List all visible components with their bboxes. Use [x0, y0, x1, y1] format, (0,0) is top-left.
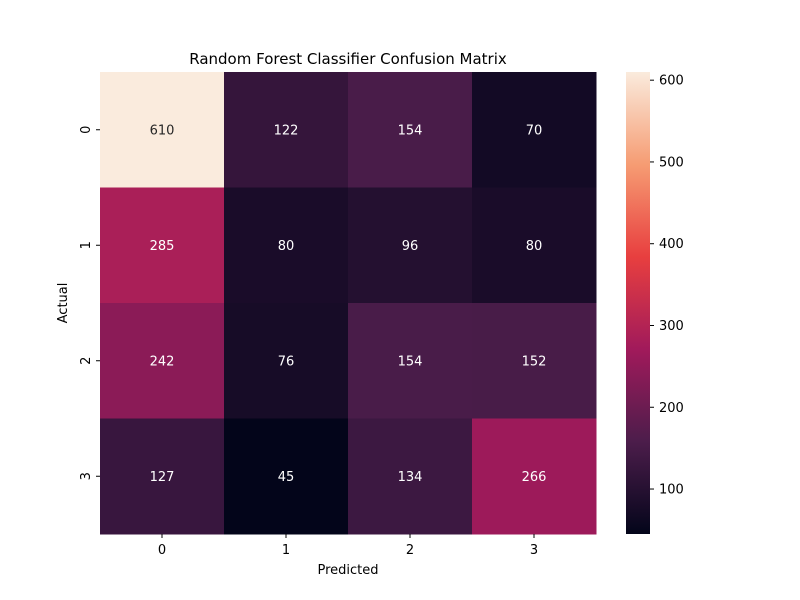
cell-value-r1-c0: 285	[150, 239, 175, 254]
heatmap-cell-r1-c2	[348, 187, 473, 304]
cell-value-r2-c3: 152	[522, 354, 547, 369]
heatmap-cell-r3-c0	[100, 418, 225, 535]
heatmap-cell-r1-c3	[472, 187, 597, 304]
x-tick-label-0: 0	[158, 543, 166, 558]
heatmap-cell-r1-c1	[224, 187, 349, 304]
x-tick-label-1: 1	[282, 543, 290, 558]
y-axis-label: Actual	[56, 283, 71, 324]
cell-value-r3-c1: 45	[278, 470, 295, 485]
heatmap-cell-r3-c1	[224, 418, 349, 535]
heatmap-cell-labels: 610 122 154 70 285 80 96 80 242 76 154 152 127 45 134 2…	[150, 123, 547, 485]
colorbar	[626, 72, 650, 534]
cell-value-r0-c1: 122	[274, 123, 299, 138]
heatmap-cell-r2-c3	[472, 303, 597, 419]
cell-value-r1-c2: 96	[402, 239, 419, 254]
cell-value-r3-c3: 266	[522, 470, 547, 485]
heatmap-cell-r0-c3	[472, 72, 597, 188]
heatmap-cell-r0-c2	[348, 72, 473, 188]
heatmap-cells	[100, 72, 597, 535]
cell-value-r1-c1: 80	[278, 239, 295, 254]
heatmap-cell-r3-c2	[348, 418, 473, 535]
cell-value-r3-c2: 134	[398, 470, 423, 485]
heatmap-cell-r3-c3	[472, 418, 597, 535]
x-tick-label-2: 2	[406, 543, 414, 558]
heatmap-cell-r1-c0	[100, 187, 225, 304]
colorbar-tick-label-3: 400	[659, 237, 684, 252]
cell-value-r2-c0: 242	[150, 354, 175, 369]
cell-value-r1-c3: 80	[526, 239, 543, 254]
x-axis-label: Predicted	[317, 563, 378, 578]
y-axis-ticks: 0 1 2 3	[79, 126, 100, 480]
cell-value-r0-c0: 610	[150, 123, 175, 138]
heatmap-cell-r2-c2	[348, 303, 473, 419]
y-tick-label-1: 1	[79, 241, 94, 249]
cell-value-r3-c0: 127	[150, 470, 175, 485]
x-tick-label-3: 3	[530, 543, 538, 558]
colorbar-tick-label-5: 600	[659, 74, 684, 89]
colorbar-ticks: 100 200 300 400 500 600	[650, 74, 684, 498]
colorbar-tick-label-1: 200	[659, 401, 684, 416]
cell-value-r2-c1: 76	[278, 354, 295, 369]
heatmap-cell-r2-c0	[100, 303, 225, 419]
colorbar-tick-label-4: 500	[659, 155, 684, 170]
y-tick-label-0: 0	[79, 126, 94, 134]
x-axis-ticks: 0 1 2 3	[158, 534, 538, 558]
colorbar-tick-label-0: 100	[659, 483, 684, 498]
cell-value-r2-c2: 154	[398, 354, 423, 369]
y-tick-label-3: 3	[79, 472, 94, 480]
cell-value-r0-c3: 70	[526, 123, 543, 138]
colorbar-tick-label-2: 300	[659, 319, 684, 334]
heatmap-cell-r0-c0	[100, 72, 225, 188]
heatmap-cell-r0-c1	[224, 72, 349, 188]
y-tick-label-2: 2	[79, 357, 94, 365]
heatmap-cell-r2-c1	[224, 303, 349, 419]
cell-value-r0-c2: 154	[398, 123, 423, 138]
chart-title: Random Forest Classifier Confusion Matri…	[189, 50, 507, 68]
